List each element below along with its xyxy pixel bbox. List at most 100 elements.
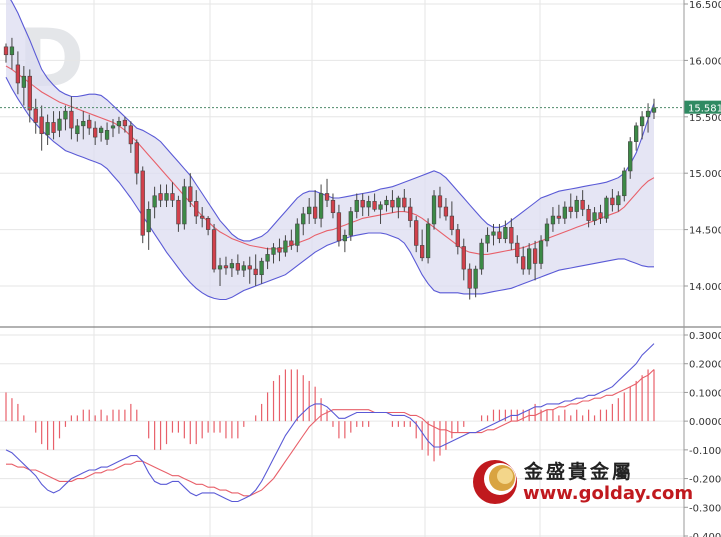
candle — [455, 223, 460, 255]
candle-body-down — [580, 199, 585, 210]
candle-body-down — [515, 242, 520, 257]
candle — [473, 265, 478, 298]
candle — [146, 201, 151, 250]
candle-body-down — [122, 119, 128, 127]
candle — [57, 111, 62, 138]
candle — [9, 37, 15, 70]
candle — [45, 114, 50, 145]
macd-axis-tick-label: -0.3000 — [689, 503, 721, 514]
candle-body-up — [366, 201, 371, 208]
golday-watermark: 金盛貴金屬 www.golday.com — [473, 460, 693, 504]
candle-body-down — [509, 227, 514, 244]
candle-body-down — [277, 247, 282, 253]
candle-body-up — [217, 265, 223, 270]
candle — [116, 116, 122, 134]
candle-body-down — [15, 64, 21, 84]
candle — [521, 246, 526, 275]
candle — [461, 238, 466, 281]
candle-body-down — [461, 246, 466, 270]
candle-body-down — [27, 75, 32, 111]
macd-signal-line — [6, 369, 655, 497]
candle-body-up — [57, 118, 62, 131]
candle-body-down — [402, 197, 407, 208]
candle-body-up — [164, 193, 169, 201]
candle-body-up — [538, 240, 544, 264]
macd-axis-tick-label: -0.1000 — [689, 446, 721, 457]
candle-body-up — [348, 211, 353, 236]
candle — [176, 195, 181, 232]
candle — [467, 263, 472, 300]
macd-axis-tick-label: 0.1000 — [689, 388, 721, 399]
candle — [515, 235, 520, 264]
candle-body-down — [324, 193, 330, 201]
candle — [628, 137, 633, 179]
candle-body-down — [134, 142, 139, 174]
candle-body-up — [527, 248, 532, 270]
candle — [431, 190, 437, 230]
candle-body-down — [610, 197, 615, 206]
candle-body-down — [420, 245, 425, 259]
candle-body-up — [21, 75, 26, 88]
candle-body-down — [443, 206, 449, 217]
candle-body-up — [645, 110, 651, 118]
candle-body-up — [110, 125, 116, 129]
last-price-tag: 15.581 — [684, 100, 721, 115]
candle — [384, 195, 389, 212]
candle-body-up — [604, 197, 609, 219]
candle — [164, 184, 169, 208]
candle-body-up — [63, 110, 68, 120]
candle — [271, 243, 276, 264]
candle-body-down — [390, 199, 395, 208]
watermark-company-name: 金盛貴金屬 — [523, 460, 634, 483]
candle-body-up — [354, 199, 359, 212]
candle-body-up — [45, 122, 50, 136]
candle — [544, 218, 550, 247]
candle-body-up — [550, 215, 556, 225]
candle-body-up — [283, 240, 288, 253]
candle — [372, 193, 377, 212]
macd-lines-layer — [5, 343, 655, 503]
candle — [3, 43, 9, 63]
candle-body-up — [544, 223, 550, 242]
candle-body-down — [87, 119, 92, 129]
candle — [538, 235, 544, 270]
macd-line — [5, 343, 655, 503]
bollinger-band-layer — [5, 0, 655, 301]
candle — [420, 229, 425, 262]
candle-body-up — [98, 127, 104, 133]
candle-body-down — [33, 108, 38, 123]
candle-body-up — [9, 46, 15, 56]
candle-body-down — [336, 212, 342, 242]
candle — [104, 122, 110, 145]
candle — [485, 227, 490, 253]
candle-body-down — [467, 268, 472, 289]
candle-body-down — [532, 248, 538, 264]
candle — [639, 111, 645, 140]
candle — [93, 121, 98, 145]
candle — [229, 258, 235, 277]
candle-body-up — [651, 107, 657, 113]
candle — [277, 238, 282, 262]
candle — [562, 201, 567, 224]
candle — [336, 204, 342, 247]
candle-body-down — [200, 215, 205, 219]
candle-body-up — [473, 268, 478, 289]
candle-body-down — [128, 125, 133, 145]
price-axis-tick-label: 15.500 — [689, 113, 721, 124]
candle-body-down — [521, 256, 526, 270]
candle-body-up — [616, 195, 621, 206]
macd-axis: 0.3000 0.2000 0.1000 0.0000 -0.1000 -0.2000 -0… — [684, 331, 721, 537]
candle — [318, 184, 324, 228]
candle — [556, 204, 562, 224]
golday-logo-icon — [473, 460, 517, 504]
macd-histogram-layer — [5, 369, 655, 462]
candle — [158, 184, 163, 208]
price-axis-tick-label: 16.500 — [689, 0, 721, 11]
candle-body-down — [235, 263, 240, 271]
candle-body-down — [372, 201, 377, 210]
candle-body-down — [140, 170, 145, 236]
candle-body-up — [342, 234, 348, 242]
candle — [27, 69, 32, 123]
candle-body-up — [146, 208, 151, 233]
